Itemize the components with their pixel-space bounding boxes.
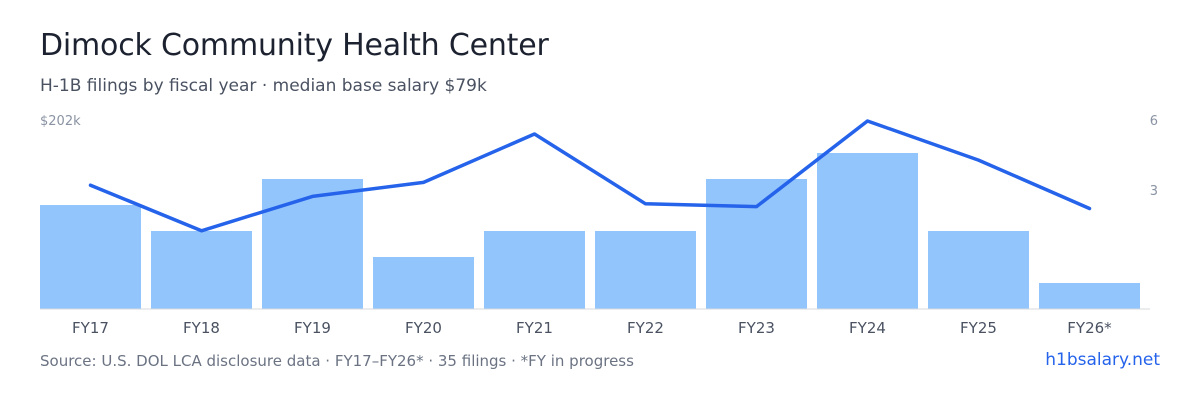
x-tick-label: FY19	[294, 319, 331, 337]
salary-line	[88, 119, 1092, 233]
bar-FY21	[484, 231, 585, 309]
right-axis-tick-label: 3	[1150, 184, 1158, 199]
brand-link[interactable]: h1bsalary.net	[1045, 350, 1160, 370]
x-tick-label: FY17	[72, 319, 109, 337]
left-axis-tick-label: $202k	[40, 114, 81, 129]
chart-title: Dimock Community Health Center	[40, 28, 549, 63]
x-tick-label: FY26*	[1067, 319, 1112, 337]
bar-FY17	[40, 205, 141, 309]
x-tick-label: FY24	[849, 319, 886, 337]
x-tick-label: FY25	[960, 319, 997, 337]
bar-FY18	[151, 231, 252, 309]
chart-subtitle: H-1B filings by fiscal year · median bas…	[40, 76, 487, 96]
bar-FY24	[817, 153, 918, 309]
bar-FY23	[706, 179, 807, 309]
bar-FY19	[262, 179, 363, 309]
right-axis-tick-label: 6	[1150, 114, 1158, 129]
x-tick-label: FY23	[738, 319, 775, 337]
bar-FY20	[373, 257, 474, 309]
x-tick-label: FY21	[516, 319, 553, 337]
bar-FY22	[595, 231, 696, 309]
bar-FY25	[928, 231, 1029, 309]
x-tick-label: FY22	[627, 319, 664, 337]
x-tick-label: FY18	[183, 319, 220, 337]
bar-FY26*	[1039, 283, 1140, 309]
source-note: Source: U.S. DOL LCA disclosure data · F…	[40, 352, 634, 370]
x-tick-label: FY20	[405, 319, 442, 337]
